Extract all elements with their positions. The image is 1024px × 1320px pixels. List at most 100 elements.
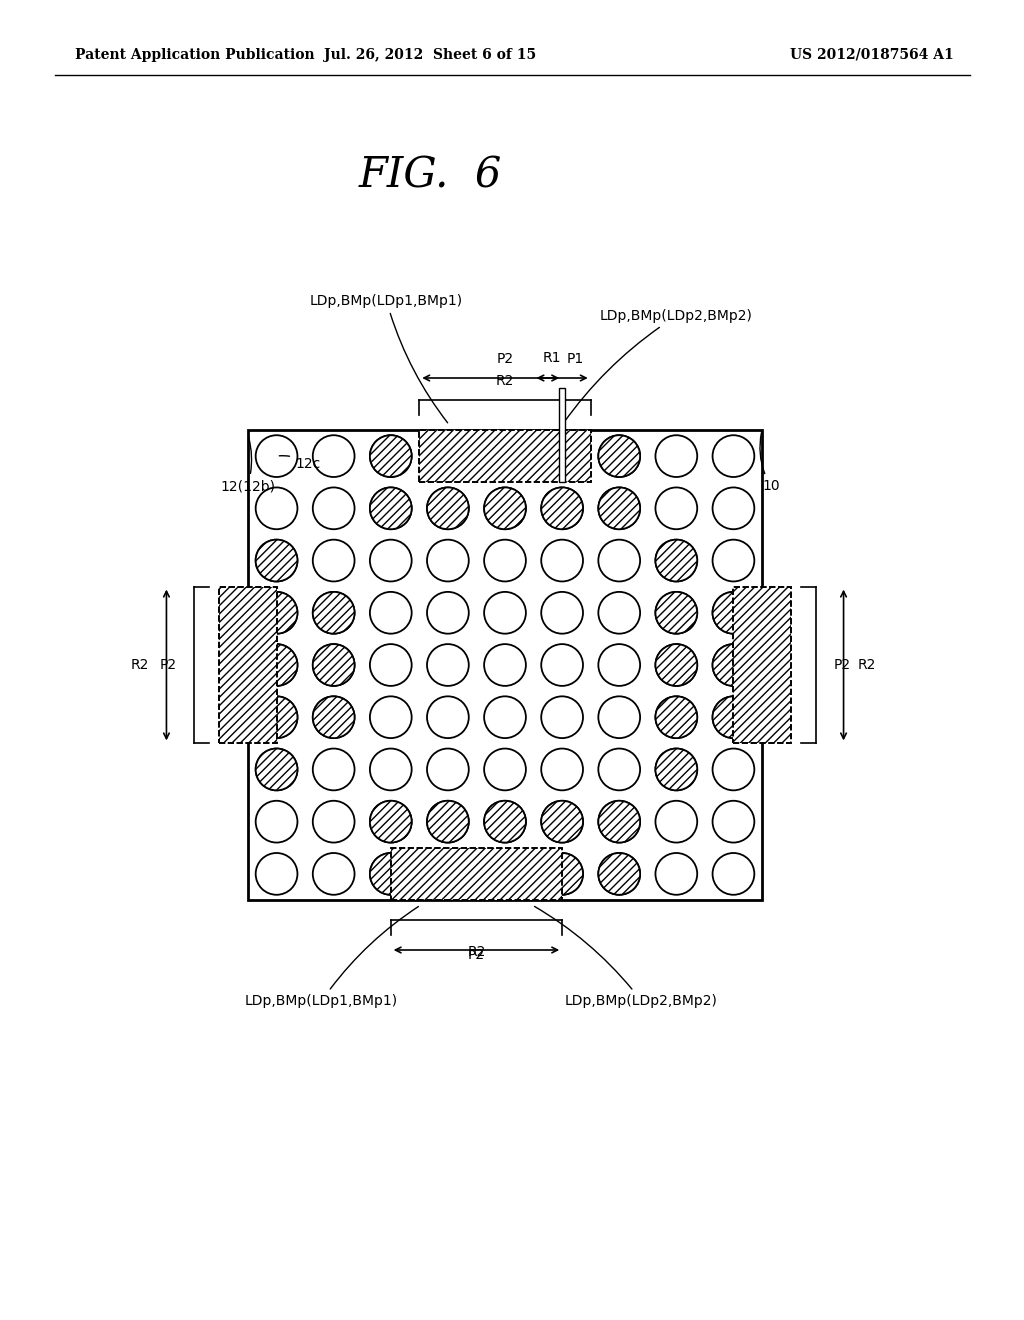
Circle shape (713, 591, 755, 634)
Bar (219, 586, 276, 743)
Circle shape (713, 697, 755, 738)
Circle shape (312, 748, 354, 791)
Circle shape (655, 853, 697, 895)
Text: R2: R2 (496, 374, 514, 388)
Circle shape (655, 436, 697, 477)
Circle shape (655, 540, 697, 581)
Circle shape (542, 853, 583, 895)
Circle shape (598, 801, 640, 842)
Circle shape (542, 487, 583, 529)
Circle shape (312, 487, 354, 529)
Circle shape (542, 697, 583, 738)
Circle shape (427, 591, 469, 634)
Bar (420, 430, 591, 482)
Circle shape (427, 853, 469, 895)
Circle shape (256, 697, 297, 738)
Circle shape (312, 801, 354, 842)
Circle shape (312, 436, 354, 477)
Circle shape (598, 540, 640, 581)
Circle shape (427, 540, 469, 581)
Text: LDp,BMp(LDp2,BMp2): LDp,BMp(LDp2,BMp2) (564, 309, 753, 422)
Circle shape (655, 487, 697, 529)
Circle shape (655, 697, 697, 738)
Bar (391, 847, 562, 900)
Circle shape (312, 591, 354, 634)
Circle shape (427, 853, 469, 895)
Text: P2: P2 (497, 352, 514, 366)
Circle shape (484, 436, 526, 477)
Circle shape (256, 591, 297, 634)
Circle shape (713, 697, 755, 738)
Circle shape (713, 644, 755, 686)
Circle shape (655, 591, 697, 634)
Circle shape (598, 487, 640, 529)
Circle shape (370, 853, 412, 895)
Circle shape (598, 436, 640, 477)
Circle shape (598, 853, 640, 895)
Circle shape (312, 540, 354, 581)
Circle shape (256, 644, 297, 686)
Circle shape (598, 644, 640, 686)
Bar (559, 388, 565, 482)
Circle shape (256, 748, 297, 791)
Circle shape (370, 487, 412, 529)
Bar (248, 430, 762, 900)
Circle shape (427, 487, 469, 529)
Circle shape (312, 644, 354, 686)
Circle shape (655, 801, 697, 842)
Text: R2: R2 (131, 657, 150, 672)
Text: R2: R2 (857, 657, 876, 672)
Circle shape (370, 697, 412, 738)
Circle shape (427, 801, 469, 842)
Circle shape (256, 853, 297, 895)
Text: P2: P2 (834, 657, 851, 672)
Circle shape (427, 748, 469, 791)
Circle shape (370, 644, 412, 686)
Circle shape (713, 801, 755, 842)
Circle shape (484, 487, 526, 529)
Circle shape (598, 591, 640, 634)
Circle shape (370, 436, 412, 477)
Circle shape (427, 644, 469, 686)
Circle shape (427, 801, 469, 842)
Circle shape (484, 801, 526, 842)
Circle shape (256, 591, 297, 634)
Text: LDp,BMp(LDp1,BMp1): LDp,BMp(LDp1,BMp1) (310, 294, 463, 422)
Circle shape (655, 748, 697, 791)
Circle shape (256, 487, 297, 529)
Circle shape (542, 591, 583, 634)
Circle shape (713, 853, 755, 895)
Circle shape (484, 748, 526, 791)
Circle shape (598, 436, 640, 477)
Text: P2: P2 (160, 657, 176, 672)
Circle shape (370, 591, 412, 634)
Circle shape (312, 853, 354, 895)
Circle shape (542, 644, 583, 686)
Bar (733, 586, 791, 743)
Circle shape (655, 591, 697, 634)
Circle shape (256, 801, 297, 842)
Circle shape (713, 436, 755, 477)
Text: 10: 10 (760, 433, 779, 492)
Circle shape (256, 697, 297, 738)
Circle shape (484, 697, 526, 738)
Circle shape (312, 644, 354, 686)
Circle shape (484, 644, 526, 686)
Circle shape (542, 436, 583, 477)
Circle shape (427, 436, 469, 477)
Circle shape (542, 853, 583, 895)
Circle shape (542, 801, 583, 842)
Circle shape (256, 540, 297, 581)
Circle shape (370, 801, 412, 842)
Circle shape (370, 853, 412, 895)
Circle shape (484, 801, 526, 842)
Text: Patent Application Publication: Patent Application Publication (75, 48, 314, 62)
Text: Jul. 26, 2012  Sheet 6 of 15: Jul. 26, 2012 Sheet 6 of 15 (324, 48, 536, 62)
Circle shape (713, 591, 755, 634)
Text: LDp,BMp(LDp1,BMp1): LDp,BMp(LDp1,BMp1) (245, 907, 419, 1008)
Circle shape (427, 487, 469, 529)
Text: 12(12b): 12(12b) (220, 438, 275, 492)
Circle shape (713, 644, 755, 686)
Circle shape (256, 748, 297, 791)
Circle shape (542, 487, 583, 529)
